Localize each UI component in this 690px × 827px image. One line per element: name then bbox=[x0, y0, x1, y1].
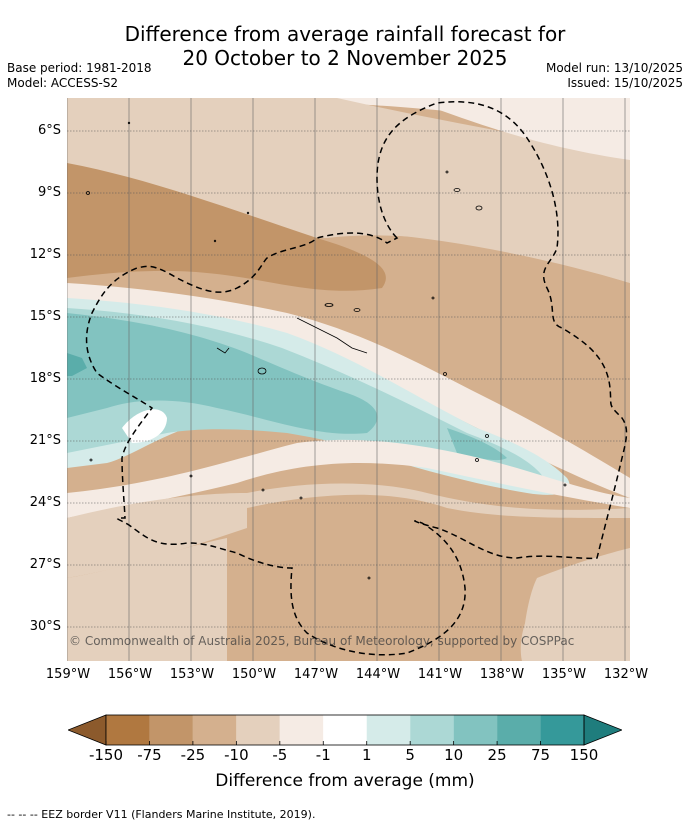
region-southwest-light bbox=[67, 538, 227, 661]
colorbar-extend-low bbox=[66, 714, 107, 746]
lon-label-141w: 141°W bbox=[417, 667, 463, 682]
colorbar-svg bbox=[66, 714, 624, 746]
region-dry-patch bbox=[122, 409, 167, 443]
colorbar-tick-label: 10 bbox=[444, 746, 464, 764]
region-wet-strong-east bbox=[447, 428, 507, 461]
lat-label-12s: 12°S bbox=[29, 247, 61, 262]
lon-label-159w: 159°W bbox=[45, 667, 91, 682]
colorbar-tick-label: -5 bbox=[272, 746, 288, 764]
lon-label-135w: 135°W bbox=[541, 667, 587, 682]
map-canvas bbox=[67, 98, 630, 661]
lat-label-9s: 9°S bbox=[37, 185, 61, 200]
map-title: Difference from average rainfall forecas… bbox=[0, 22, 690, 70]
colorbar-segment bbox=[279, 715, 324, 745]
lat-label-27s: 27°S bbox=[29, 557, 61, 572]
lat-label-18s: 18°S bbox=[29, 371, 61, 386]
region-wet-strong bbox=[67, 313, 378, 434]
lon-label-147w: 147°W bbox=[293, 667, 339, 682]
copyright-text: © Commonwealth of Australia 2025, Bureau… bbox=[69, 634, 575, 648]
model-name: Model: ACCESS-S2 bbox=[7, 76, 119, 90]
parallel-lines bbox=[67, 130, 630, 628]
lon-label-144w: 144°W bbox=[355, 667, 401, 682]
colorbar-tick-label: -25 bbox=[180, 746, 206, 764]
colorbar-segment bbox=[149, 715, 193, 745]
meta-right: Model run: 13/10/2025 Issued: 15/10/2025 bbox=[546, 61, 683, 91]
colorbar-tick-label: -150 bbox=[88, 746, 124, 764]
colorbar-title: Difference from average (mm) bbox=[215, 771, 475, 791]
lat-label-15s: 15°S bbox=[29, 309, 61, 324]
region-upper-right-light bbox=[407, 98, 630, 160]
colorbar-tick-label: 75 bbox=[530, 746, 551, 764]
issued-date: Issued: 15/10/2025 bbox=[567, 76, 683, 90]
colorbar-segment bbox=[106, 715, 150, 745]
colorbar-tick-label: 1 bbox=[361, 746, 372, 764]
colorbar-segment bbox=[453, 715, 498, 745]
colorbar-tick-label: -10 bbox=[224, 746, 249, 764]
colorbar-tick-label: 25 bbox=[487, 746, 507, 764]
title-line-2: 20 October to 2 November 2025 bbox=[182, 46, 508, 70]
colorbar-segment bbox=[323, 715, 367, 745]
colorbar-segment bbox=[366, 715, 411, 745]
colorbar-tick-label: 5 bbox=[405, 746, 415, 764]
colorbar-segment bbox=[236, 715, 280, 745]
colorbar-segment bbox=[192, 715, 237, 745]
model-run: Model run: 13/10/2025 bbox=[545, 61, 683, 75]
lon-label-132w: 132°W bbox=[603, 667, 649, 682]
colorbar-segment bbox=[410, 715, 454, 745]
colorbar-tick-label: 150 bbox=[569, 746, 599, 764]
lat-label-30s: 30°S bbox=[29, 619, 61, 634]
colorbar-extend-high bbox=[583, 714, 624, 746]
region-wet-core bbox=[67, 353, 87, 376]
lon-label-138w: 138°W bbox=[479, 667, 525, 682]
lon-label-156w: 156°W bbox=[107, 667, 153, 682]
title-line-1: Difference from average rainfall forecas… bbox=[124, 22, 566, 46]
region-upper-tan bbox=[67, 98, 630, 283]
lat-label-6s: 6°S bbox=[37, 123, 61, 138]
region-lower-light bbox=[67, 439, 630, 518]
region-southeast-light bbox=[522, 548, 630, 661]
islands bbox=[86, 121, 567, 580]
lon-label-153w: 153°W bbox=[169, 667, 215, 682]
rainfall-map bbox=[67, 98, 630, 661]
meta-left: Base period: 1981-2018 Model: ACCESS-S2 bbox=[7, 61, 152, 91]
lat-label-24s: 24°S bbox=[29, 495, 61, 510]
lat-label-21s: 21°S bbox=[29, 433, 61, 448]
colorbar-tick-label: -75 bbox=[137, 746, 162, 764]
region-dark-band bbox=[67, 163, 386, 291]
colorbar-frame bbox=[105, 714, 585, 746]
colorbar bbox=[66, 714, 624, 746]
colorbar-segment bbox=[540, 715, 584, 745]
lon-label-150w: 150°W bbox=[231, 667, 277, 682]
colorbar-tick-labels: -150 -75 -25 -10 -5 -1 1 5 10 25 75 150 bbox=[0, 746, 690, 766]
eez-footnote: -- -- -- EEZ border V11 (Flanders Marine… bbox=[7, 808, 316, 821]
base-period: Base period: 1981-2018 bbox=[7, 61, 152, 75]
colorbar-tick-label: -1 bbox=[315, 746, 331, 764]
eez-borders bbox=[85, 101, 628, 656]
colorbar-segment bbox=[497, 715, 541, 745]
